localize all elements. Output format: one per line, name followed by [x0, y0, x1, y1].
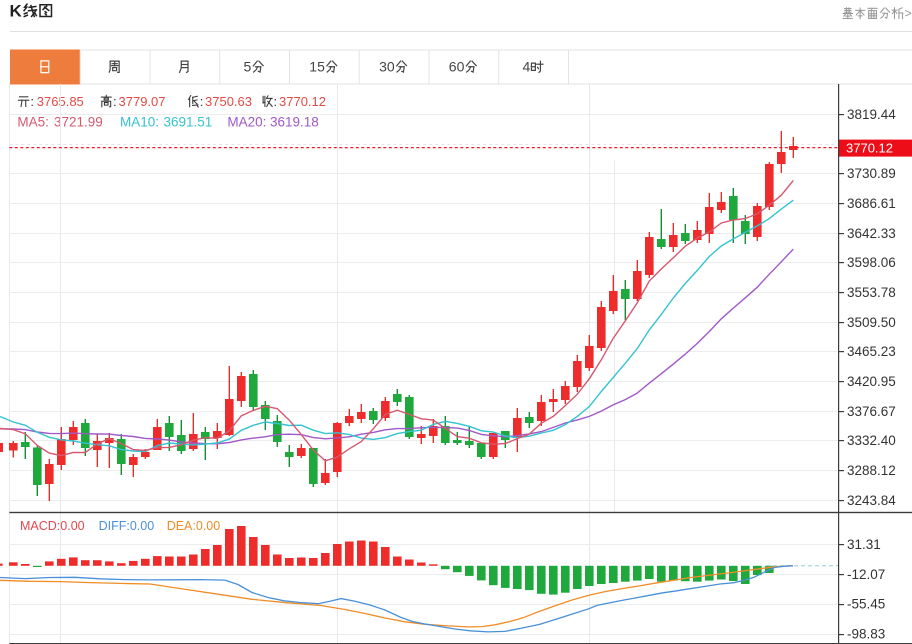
svg-text:3288.12: 3288.12 [847, 463, 896, 478]
svg-text:3730.89: 3730.89 [847, 166, 896, 181]
svg-text:3420.95: 3420.95 [847, 374, 896, 389]
svg-text:15: 15 [309, 59, 325, 75]
svg-text:-55.45: -55.45 [847, 597, 885, 612]
svg-text:K: K [10, 2, 23, 21]
svg-text:3686.61: 3686.61 [847, 196, 896, 211]
svg-text:-98.83: -98.83 [847, 627, 885, 642]
svg-text:3642.33: 3642.33 [847, 226, 896, 241]
svg-text:31.31: 31.31 [847, 537, 881, 552]
svg-text:DEA:0.00: DEA:0.00 [167, 519, 221, 533]
svg-text:MACD:0.00: MACD:0.00 [20, 519, 85, 533]
svg-text:4: 4 [523, 59, 531, 75]
svg-text:3770.12: 3770.12 [279, 94, 326, 109]
svg-text:3376.67: 3376.67 [847, 404, 896, 419]
svg-text:3553.78: 3553.78 [847, 285, 896, 300]
svg-text:3465.23: 3465.23 [847, 344, 896, 359]
svg-text:30: 30 [379, 59, 395, 75]
svg-text:3721.99: 3721.99 [54, 115, 103, 130]
svg-text:MA20:: MA20: [227, 115, 266, 130]
svg-text:3619.18: 3619.18 [270, 115, 319, 130]
svg-text:3779.07: 3779.07 [119, 94, 166, 109]
svg-text:3598.06: 3598.06 [847, 255, 896, 270]
svg-text:3243.84: 3243.84 [847, 493, 896, 508]
svg-text:MA5:: MA5: [17, 115, 49, 130]
svg-text::: : [274, 94, 278, 109]
svg-text:>: > [905, 7, 912, 21]
svg-text::: : [200, 94, 204, 109]
svg-text::: : [30, 94, 34, 109]
svg-text:3691.51: 3691.51 [164, 115, 213, 130]
svg-text:3750.63: 3750.63 [205, 94, 252, 109]
svg-text:3819.44: 3819.44 [847, 107, 896, 122]
svg-text:3509.50: 3509.50 [847, 315, 896, 330]
svg-text:-12.07: -12.07 [847, 567, 885, 582]
svg-text:5: 5 [244, 59, 252, 75]
svg-text:3770.12: 3770.12 [846, 141, 893, 156]
svg-text:3332.40: 3332.40 [847, 433, 896, 448]
svg-text:DIFF:0.00: DIFF:0.00 [99, 519, 155, 533]
svg-text:60: 60 [449, 59, 465, 75]
svg-text:MA10:: MA10: [120, 115, 159, 130]
svg-text::: : [113, 94, 117, 109]
